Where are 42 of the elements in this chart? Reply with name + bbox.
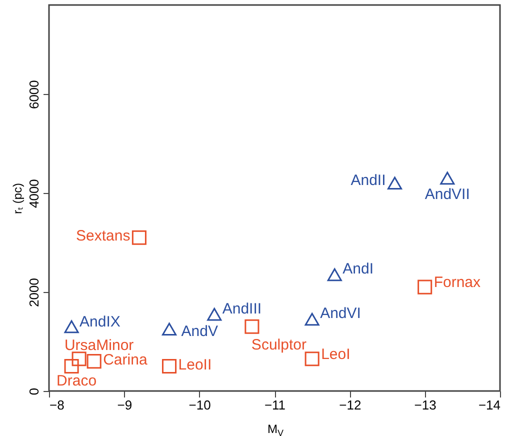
x-tick-label: −13 <box>414 398 436 412</box>
annotation: AndV <box>181 323 218 340</box>
point <box>304 312 320 326</box>
annotation: AndVI <box>320 305 361 322</box>
point <box>244 319 260 334</box>
point <box>327 268 342 282</box>
x-tick-label: −11 <box>264 398 286 412</box>
x-tick-label: −9 <box>117 398 132 412</box>
annotation: LeoII <box>178 356 212 374</box>
x-tick-label: −10 <box>188 398 211 412</box>
annotation: Fornax <box>434 274 482 292</box>
y-tick-label: 0 <box>26 388 42 396</box>
x-tick-label: −8 <box>50 398 64 412</box>
point <box>132 230 146 245</box>
point <box>72 352 86 366</box>
x-tick-label: −12 <box>339 398 362 412</box>
annotation: Carina <box>103 351 148 368</box>
point <box>388 176 402 190</box>
annotation: AndIII <box>222 300 262 318</box>
annotation: AndIX <box>80 314 120 331</box>
point <box>162 322 177 336</box>
y-tick-label: 6000 <box>26 80 42 110</box>
point <box>162 358 177 374</box>
annotation: AndVII <box>424 186 470 204</box>
point <box>418 280 432 294</box>
annotation: AndII <box>350 172 386 190</box>
y-tick-label: 2000 <box>26 278 42 307</box>
point <box>207 308 222 321</box>
y-axis-title: rₜ (pc) <box>10 183 24 214</box>
annotation: AndI <box>342 260 374 278</box>
point <box>304 352 320 366</box>
x-tick-label: −14 <box>478 398 500 412</box>
annotation: Sextans <box>76 228 130 245</box>
point <box>64 358 79 374</box>
point <box>86 354 102 369</box>
annotation: Draco <box>56 372 97 390</box>
point <box>440 172 455 185</box>
point <box>64 320 79 334</box>
annotation: Sculptor <box>251 336 306 354</box>
y-tick-label: 4000 <box>26 179 42 208</box>
annotation: UrsaMinor <box>64 336 134 354</box>
annotation: LeoI <box>321 346 350 363</box>
